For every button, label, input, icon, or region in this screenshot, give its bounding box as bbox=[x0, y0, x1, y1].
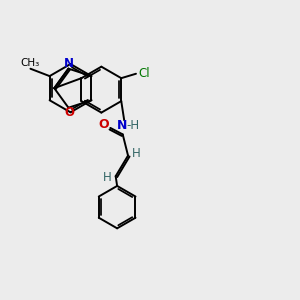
Text: -H: -H bbox=[126, 119, 139, 132]
Text: Cl: Cl bbox=[138, 67, 150, 80]
Text: O: O bbox=[64, 106, 74, 119]
Text: H: H bbox=[132, 147, 141, 160]
Text: O: O bbox=[99, 118, 109, 131]
Text: N: N bbox=[117, 119, 127, 132]
Text: CH₃: CH₃ bbox=[21, 58, 40, 68]
Text: H: H bbox=[103, 171, 111, 184]
Text: N: N bbox=[63, 57, 74, 70]
